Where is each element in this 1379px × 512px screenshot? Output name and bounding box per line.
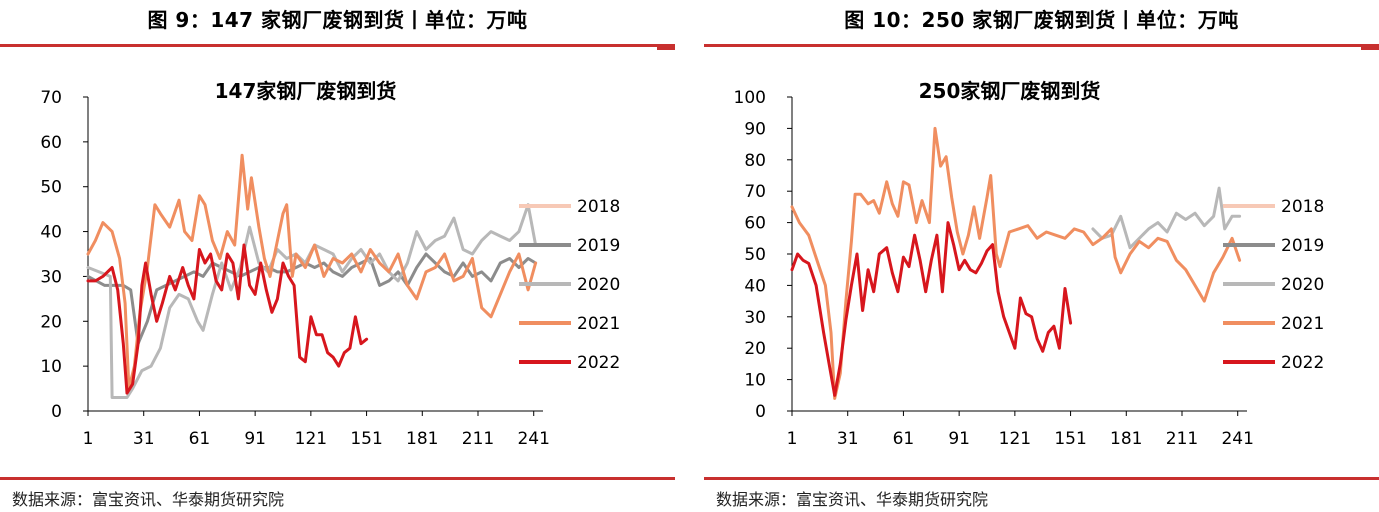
- series-line-2022: [790, 221, 1073, 397]
- footer-rule: [704, 477, 1379, 480]
- chart-title: 147家钢厂废钢到货: [215, 79, 397, 103]
- legend-label-2022: 2022: [1281, 353, 1324, 373]
- panel-fig10: 图 10：250 家钢厂废钢到货丨单位：万吨 250家钢厂废钢到货 0 10 20 30…: [704, 0, 1379, 512]
- y-tick-label: 60: [744, 214, 766, 234]
- y-tick-label: 100: [734, 88, 766, 108]
- x-tick-label: 241: [517, 429, 549, 449]
- y-tick-label: 70: [744, 182, 766, 202]
- x-tick-label: 91: [948, 429, 970, 449]
- chart-250-mills: 250家钢厂废钢到货 0 10 20 30 40 50 60 70 80 90 100 1 31 61 91 1…: [734, 79, 1325, 449]
- source-note: 数据来源：富宝资讯、华泰期货研究院: [716, 490, 989, 509]
- figure-title: 图 9：147 家钢厂废钢到货丨单位：万吨: [147, 8, 528, 32]
- legend-label-2022: 2022: [577, 353, 620, 373]
- title-rule-tick: [657, 47, 675, 50]
- x-tick-label: 31: [837, 429, 859, 449]
- x-tick-label: 211: [462, 429, 494, 449]
- legend-label-2021: 2021: [1281, 314, 1324, 334]
- series-line-2020: [1091, 186, 1242, 250]
- y-tick-label: 70: [40, 88, 62, 108]
- legend-label-2018: 2018: [577, 197, 620, 217]
- x-tick-label: 61: [189, 429, 211, 449]
- x-tick-label: 151: [350, 429, 382, 449]
- footer-rule: [0, 477, 675, 480]
- x-tick-label: 1: [83, 429, 94, 449]
- x-tick-label: 181: [406, 429, 438, 449]
- panel-fig9: 图 9：147 家钢厂废钢到货丨单位：万吨 147家钢厂废钢到货 0 10 20 30 4…: [0, 0, 675, 512]
- x-tick-label: 211: [1166, 429, 1198, 449]
- legend-label-2021: 2021: [577, 314, 620, 334]
- chart-147-mills: 147家钢厂废钢到货 0 10 20 30 40 50 60 70 1 31 61 91 121 151 18…: [40, 79, 620, 449]
- y-tick-label: 20: [40, 312, 62, 332]
- series-line-2022: [86, 243, 369, 395]
- legend-label-2019: 2019: [1281, 236, 1324, 256]
- x-tick-label: 1: [787, 429, 798, 449]
- legend-label-2019: 2019: [577, 236, 620, 256]
- x-tick-label: 31: [133, 429, 155, 449]
- y-tick-label: 40: [40, 223, 62, 243]
- title-rule-tick: [1361, 47, 1379, 50]
- figure-title: 图 10：250 家钢厂废钢到货丨单位：万吨: [844, 8, 1239, 32]
- y-tick-label: 40: [744, 276, 766, 296]
- title-rule: [0, 44, 675, 47]
- y-tick-label: 0: [51, 402, 62, 422]
- y-tick-label: 30: [40, 267, 62, 287]
- y-tick-label: 80: [744, 151, 766, 171]
- title-rule: [704, 44, 1379, 47]
- x-tick-label: 121: [295, 429, 327, 449]
- legend-label-2020: 2020: [577, 275, 620, 295]
- y-tick-label: 50: [744, 245, 766, 265]
- y-tick-label: 10: [40, 357, 62, 377]
- x-tick-label: 241: [1221, 429, 1253, 449]
- y-tick-label: 50: [40, 178, 62, 198]
- x-tick-label: 181: [1110, 429, 1142, 449]
- x-tick-label: 91: [244, 429, 266, 449]
- y-tick-label: 90: [744, 119, 766, 139]
- legend-label-2018: 2018: [1281, 197, 1324, 217]
- y-tick-label: 0: [755, 402, 766, 422]
- legend-label-2020: 2020: [1281, 275, 1324, 295]
- y-tick-label: 20: [744, 339, 766, 359]
- x-tick-label: 151: [1054, 429, 1086, 449]
- chart-title: 250家钢厂废钢到货: [919, 79, 1101, 103]
- y-tick-label: 10: [744, 371, 766, 391]
- series-line-2021: [86, 153, 538, 391]
- y-tick-label: 30: [744, 308, 766, 328]
- x-tick-label: 121: [999, 429, 1031, 449]
- series-line-2021: [790, 126, 1242, 400]
- y-tick-label: 60: [40, 133, 62, 153]
- x-tick-label: 61: [893, 429, 915, 449]
- source-note: 数据来源：富宝资讯、华泰期货研究院: [12, 490, 285, 509]
- series-line-2020: [86, 203, 538, 399]
